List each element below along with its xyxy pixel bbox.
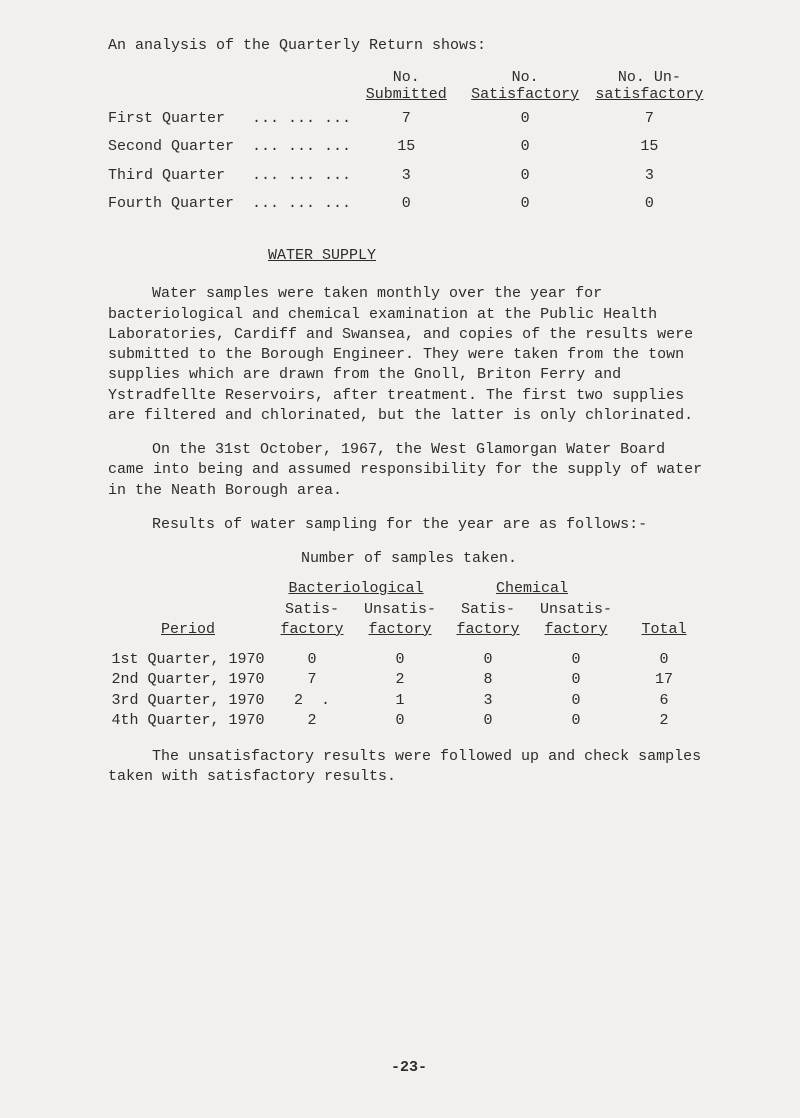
results-col-header-top: Satis- Unsatis- Satis- Unsatis- — [108, 600, 708, 620]
res-cell: 6 — [620, 691, 708, 711]
res-cell: 0 — [532, 650, 620, 670]
page: An analysis of the Quarterly Return show… — [0, 0, 800, 1118]
group-hdr-bact: Bacteriological — [288, 580, 423, 597]
qr-cell: 15 — [351, 133, 461, 161]
table-row: 3rd Quarter, 1970 2 . 1 3 0 6 — [108, 691, 708, 711]
table-row: Fourth Quarter ... ... ... 0 0 0 — [108, 190, 710, 218]
res-cell: 2 . — [268, 691, 356, 711]
group-hdr-chem: Chemical — [496, 580, 568, 597]
qr-hdr-submitted-top: No. — [393, 69, 420, 86]
res-period: 3rd Quarter, 1970 — [108, 691, 268, 711]
closing-paragraph: The unsatisfactory results were followed… — [108, 747, 710, 788]
res-cell: 17 — [620, 670, 708, 690]
res-cell: 0 — [356, 650, 444, 670]
qr-row-label: Fourth Quarter ... ... ... — [108, 190, 351, 218]
res-period: 1st Quarter, 1970 — [108, 650, 268, 670]
col-hdr: Unsatis- — [532, 600, 620, 620]
qr-cell: 0 — [462, 133, 589, 161]
paragraph-1: Water samples were taken monthly over th… — [108, 284, 710, 426]
col-hdr: factory — [280, 621, 343, 638]
table-row: First Quarter ... ... ... 7 0 7 — [108, 105, 710, 133]
water-supply-heading-wrap: WATER SUPPLY — [268, 246, 710, 266]
qr-cell: 0 — [351, 190, 461, 218]
res-cell: 0 — [620, 650, 708, 670]
qr-hdr-unsat-top: No. Un- — [618, 69, 681, 86]
res-period: 2nd Quarter, 1970 — [108, 670, 268, 690]
paragraph-2: On the 31st October, 1967, the West Glam… — [108, 440, 710, 501]
col-hdr: factory — [368, 621, 431, 638]
col-hdr: Satis- — [268, 600, 356, 620]
table-row: 4th Quarter, 1970 2 0 0 0 2 — [108, 711, 708, 731]
qr-hdr-unsat: No. Un- satisfactory — [595, 70, 703, 103]
qr-hdr-submitted: No. Submitted — [366, 70, 447, 103]
res-period: 4th Quarter, 1970 — [108, 711, 268, 731]
qr-hdr-submitted-bot: Submitted — [366, 86, 447, 103]
qr-row-label: Second Quarter ... ... ... — [108, 133, 351, 161]
res-cell: 0 — [532, 670, 620, 690]
qr-cell: 7 — [351, 105, 461, 133]
qr-hdr-sat-bot: Satisfactory — [471, 86, 579, 103]
res-cell: 0 — [444, 650, 532, 670]
water-supply-heading: WATER SUPPLY — [268, 247, 376, 264]
qr-hdr-sat-top: No. — [512, 69, 539, 86]
qr-cell: 0 — [462, 105, 589, 133]
table-row: Second Quarter ... ... ... 15 0 15 — [108, 133, 710, 161]
res-cell: 0 — [532, 691, 620, 711]
results-line: Results of water sampling for the year a… — [108, 515, 710, 535]
res-cell: 8 — [444, 670, 532, 690]
col-hdr-total: Total — [641, 621, 686, 638]
qr-row-label: Third Quarter ... ... ... — [108, 162, 351, 190]
res-cell: 0 — [444, 711, 532, 731]
qr-cell: 15 — [589, 133, 710, 161]
qr-cell: 3 — [351, 162, 461, 190]
col-hdr-period: Period — [161, 621, 215, 638]
res-cell: 1 — [356, 691, 444, 711]
qr-cell: 7 — [589, 105, 710, 133]
qr-row-label: First Quarter ... ... ... — [108, 105, 351, 133]
qr-cell: 0 — [589, 190, 710, 218]
res-cell: 2 — [620, 711, 708, 731]
res-cell: 0 — [356, 711, 444, 731]
res-cell: 0 — [268, 650, 356, 670]
qr-cell: 3 — [589, 162, 710, 190]
res-cell: 2 — [268, 711, 356, 731]
res-cell: 7 — [268, 670, 356, 690]
num-samples-line: Number of samples taken. — [108, 549, 710, 569]
results-table: Bacteriological Chemical Satis- Unsatis-… — [108, 579, 708, 731]
res-cell: 2 — [356, 670, 444, 690]
col-hdr: Unsatis- — [356, 600, 444, 620]
qr-hdr-unsat-bot: satisfactory — [595, 86, 703, 103]
table-row: 1st Quarter, 1970 0 0 0 0 0 — [108, 650, 708, 670]
qr-header-row: No. Submitted No. Satisfactory No. Un- s… — [108, 70, 710, 105]
res-cell: 0 — [532, 711, 620, 731]
qr-cell: 0 — [462, 162, 589, 190]
results-group-header: Bacteriological Chemical — [108, 579, 708, 599]
results-col-header-bot: Period factory factory factory factory T… — [108, 620, 708, 640]
col-hdr: factory — [544, 621, 607, 638]
col-hdr: factory — [456, 621, 519, 638]
table-row: 2nd Quarter, 1970 7 2 8 0 17 — [108, 670, 708, 690]
quarterly-return-table: No. Submitted No. Satisfactory No. Un- s… — [108, 70, 710, 218]
intro-line: An analysis of the Quarterly Return show… — [108, 36, 710, 56]
qr-cell: 0 — [462, 190, 589, 218]
table-row: Third Quarter ... ... ... 3 0 3 — [108, 162, 710, 190]
page-number: -23- — [108, 1058, 710, 1078]
qr-hdr-sat: No. Satisfactory — [471, 70, 579, 103]
res-cell: 3 — [444, 691, 532, 711]
col-hdr: Satis- — [444, 600, 532, 620]
